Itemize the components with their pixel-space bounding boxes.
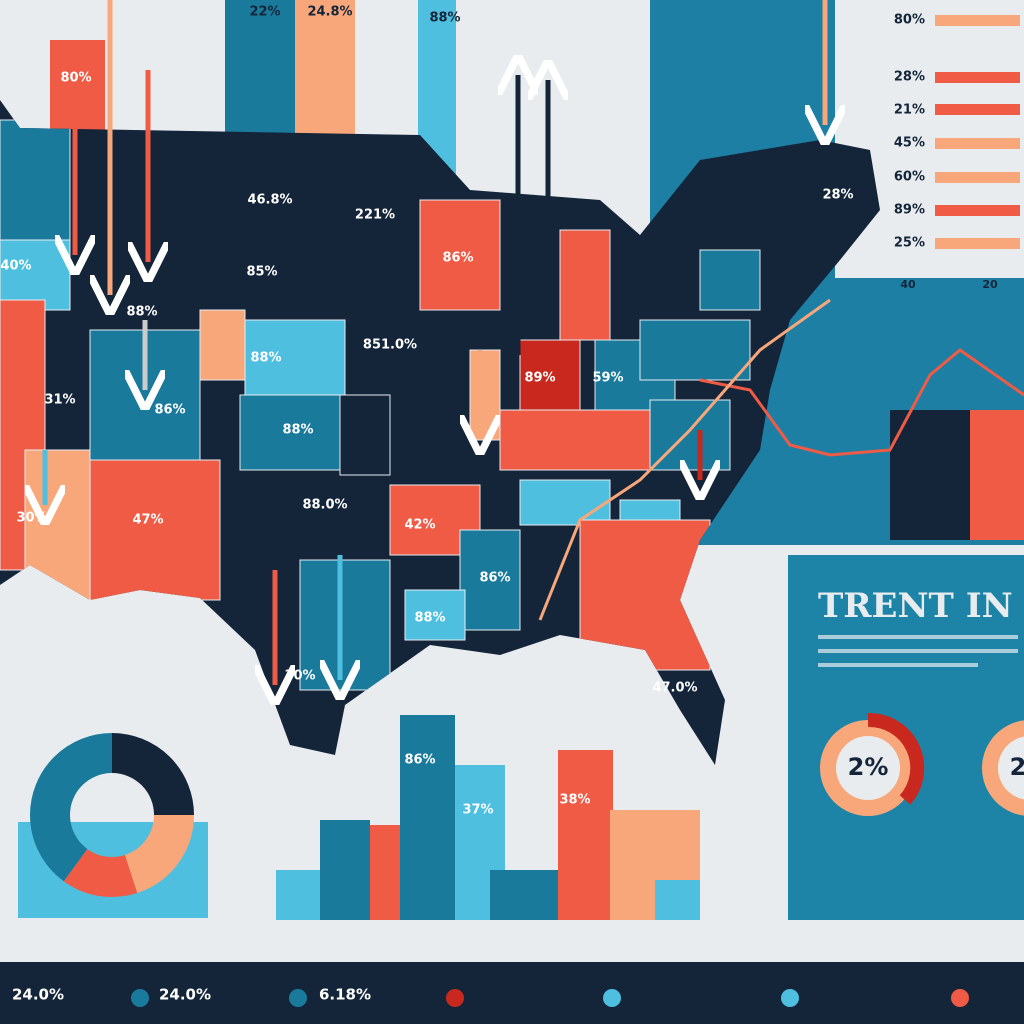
map-label: 31%: [44, 393, 75, 408]
us-map: [0, 100, 880, 765]
top-label: 80%: [60, 71, 91, 86]
donut-hole: [998, 736, 1024, 800]
bar-list-bar: [935, 205, 1020, 216]
map-label: 47%: [132, 513, 163, 528]
state: [199, 309, 246, 381]
panel-block: [890, 410, 970, 540]
map-label: 30%: [16, 511, 47, 526]
map-label: 59%: [592, 371, 623, 386]
banner: [295, 0, 355, 155]
bar: [490, 870, 560, 920]
bar-list-bar: [935, 104, 1020, 115]
map-label: 86%: [154, 403, 185, 418]
map-label: 46.8%: [247, 193, 292, 208]
bar-list-label: 45%: [894, 136, 925, 151]
map-label: 88%: [282, 423, 313, 438]
state: [89, 459, 221, 601]
bar-list-bar: [935, 15, 1020, 26]
footer: [0, 962, 1024, 1024]
map-label: 221%: [355, 208, 395, 223]
state: [404, 589, 466, 641]
panel-title: TRENT IN RI: [818, 586, 1024, 626]
axis-label: 20: [982, 278, 998, 291]
state: [559, 229, 611, 341]
bar-list-bar: [935, 172, 1020, 183]
map-label: 30%: [284, 669, 315, 684]
state: [469, 349, 501, 441]
map-label: 40%: [0, 259, 31, 274]
bar-label: 38%: [559, 793, 590, 808]
banner: [225, 0, 295, 155]
state: [499, 409, 661, 471]
map-label: 88%: [414, 611, 445, 626]
legend-dot: [289, 989, 307, 1007]
state: [0, 119, 71, 241]
legend-dot: [446, 989, 464, 1007]
legend-dot: [951, 989, 969, 1007]
donut-label: 2%: [848, 753, 889, 781]
state: [244, 319, 346, 396]
legend-dot: [781, 989, 799, 1007]
bar-label: 86%: [404, 753, 435, 768]
donut-segment: [30, 733, 194, 897]
bar: [655, 880, 700, 920]
bar-list-label: 28%: [894, 70, 925, 85]
bar-list-label: 25%: [894, 236, 925, 251]
bar-list-label: 60%: [894, 170, 925, 185]
donut-segment: [30, 733, 194, 897]
donut-hole: [836, 736, 900, 800]
bar-list-label: 89%: [894, 203, 925, 218]
top-label: 22%: [249, 5, 280, 20]
map-label: 85%: [246, 265, 277, 280]
trend-line: [699, 348, 1024, 457]
state: [699, 249, 761, 311]
footer-label: 6.18%: [319, 986, 371, 1004]
bar-list-label: 80%: [894, 13, 925, 28]
state: [339, 394, 391, 476]
bar-list-bar: [935, 238, 1020, 249]
trend-line: [538, 298, 831, 621]
top-label: 24.8%: [307, 5, 352, 20]
state: [419, 199, 501, 311]
map-label: 88.0%: [302, 498, 347, 513]
bar-label: 37%: [462, 803, 493, 818]
map-label: 89%: [524, 371, 555, 386]
top-label: 88%: [429, 11, 460, 26]
state: [459, 529, 521, 631]
map-label: 86%: [479, 571, 510, 586]
donut-label: 2: [1010, 753, 1024, 781]
bar-list-label: 21%: [894, 103, 925, 118]
map-label: 88%: [126, 305, 157, 320]
axis-label: 40: [900, 278, 916, 291]
donut-arc: [867, 712, 925, 805]
text-line: [818, 663, 978, 667]
state: [639, 319, 751, 381]
state: [519, 479, 611, 526]
legend-dot: [131, 989, 149, 1007]
text-line: [818, 635, 1018, 639]
panel-block: [970, 410, 1024, 540]
footer-label: 24.0%: [12, 986, 64, 1004]
state: [649, 399, 731, 471]
map-label: 86%: [442, 251, 473, 266]
map-label: 88%: [250, 351, 281, 366]
map-label: 28%: [822, 188, 853, 203]
map-label: 47.0%: [652, 681, 697, 696]
text-line: [818, 649, 1018, 653]
map-label: 851.0%: [363, 338, 417, 353]
map-label: 42%: [404, 518, 435, 533]
footer-label: 24.0%: [159, 986, 211, 1004]
bar: [400, 715, 455, 920]
bar: [320, 820, 370, 920]
bar-list-bar: [935, 72, 1020, 83]
legend-dot: [603, 989, 621, 1007]
bar: [558, 750, 613, 920]
state: [579, 519, 711, 671]
bar-list-bar: [935, 138, 1020, 149]
